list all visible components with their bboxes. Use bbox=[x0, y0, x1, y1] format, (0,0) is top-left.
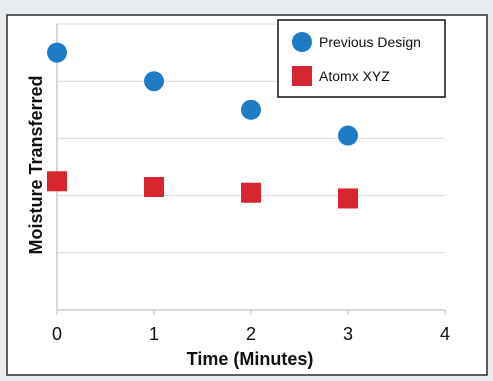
point-atomx-xyz-1 bbox=[144, 177, 164, 198]
point-previous-design-2 bbox=[241, 99, 261, 120]
y-axis-title: Moisture Transferred bbox=[26, 75, 46, 254]
legend: Previous Design Atomx XYZ bbox=[277, 19, 446, 98]
x-axis-title: Time (Minutes) bbox=[187, 349, 314, 369]
legend-label-atomx-xyz: Atomx XYZ bbox=[319, 68, 390, 84]
legend-marker-atomx-xyz bbox=[292, 66, 312, 86]
point-previous-design-1 bbox=[144, 71, 164, 92]
x-axis-ticks: 0 1 2 3 4 bbox=[52, 310, 450, 344]
x-tick-label-2: 2 bbox=[246, 324, 256, 344]
legend-marker-previous-design bbox=[292, 32, 312, 52]
point-previous-design-0 bbox=[47, 42, 67, 63]
x-tick-label-1: 1 bbox=[149, 324, 159, 344]
point-atomx-xyz-0 bbox=[47, 171, 67, 192]
data-points bbox=[47, 42, 358, 209]
x-tick-label-0: 0 bbox=[52, 324, 62, 344]
point-previous-design-3 bbox=[338, 125, 358, 146]
x-tick-label-3: 3 bbox=[343, 324, 353, 344]
point-atomx-xyz-3 bbox=[338, 188, 358, 209]
legend-label-previous-design: Previous Design bbox=[319, 34, 421, 50]
x-tick-label-4: 4 bbox=[440, 324, 450, 344]
point-atomx-xyz-2 bbox=[241, 182, 261, 203]
